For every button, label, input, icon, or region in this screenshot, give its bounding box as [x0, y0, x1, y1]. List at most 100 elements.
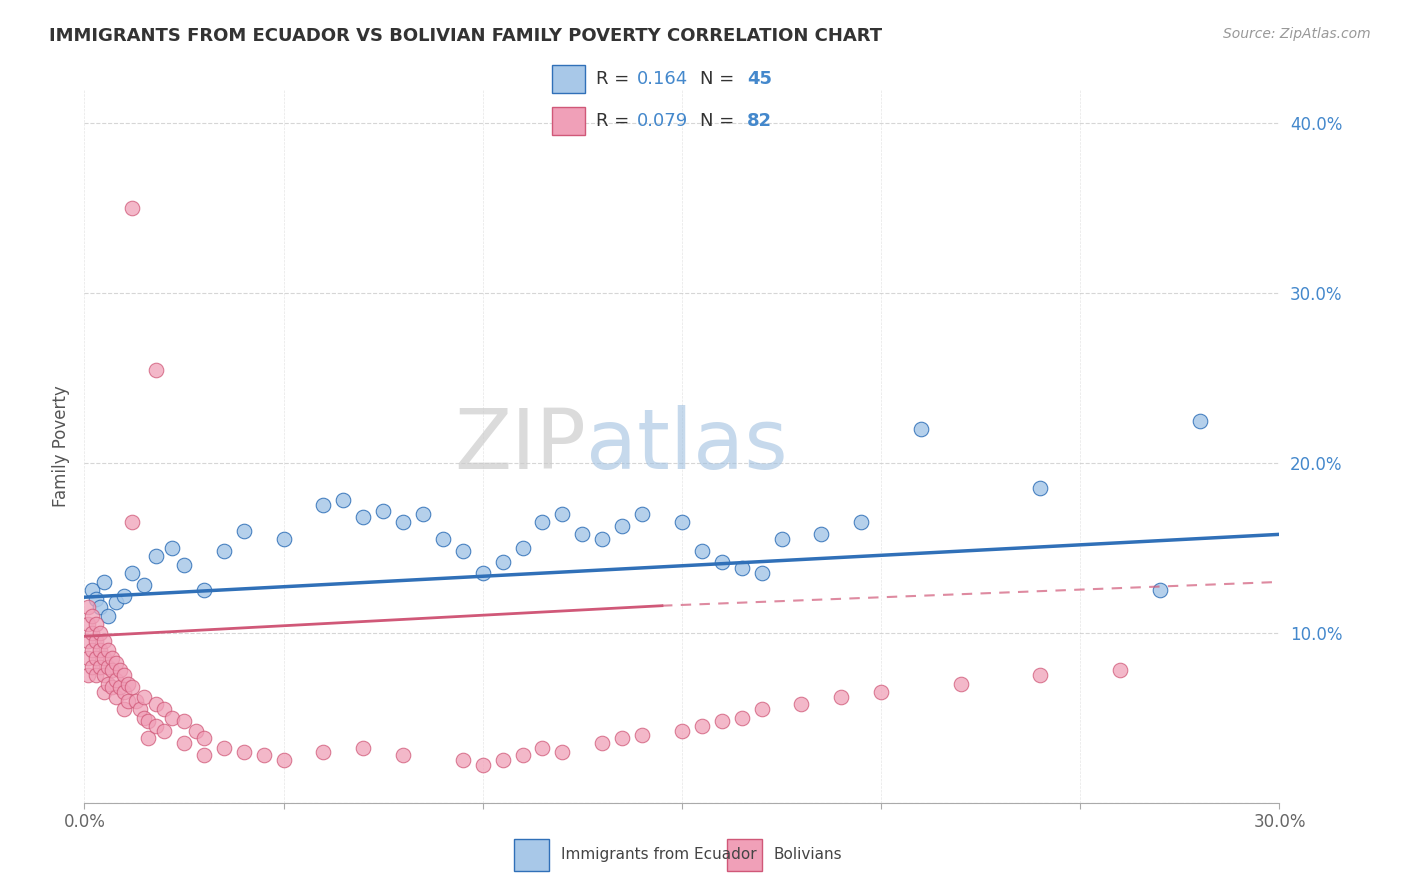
Point	[97, 643, 120, 657]
Point	[571, 527, 593, 541]
Point	[790, 698, 813, 712]
Point	[531, 516, 554, 530]
Point	[132, 690, 156, 705]
Point	[253, 748, 276, 763]
Point	[105, 690, 128, 705]
Point	[89, 643, 111, 657]
Point	[1188, 413, 1211, 427]
Text: N =: N =	[700, 70, 741, 87]
Point	[471, 758, 494, 772]
Point	[101, 651, 124, 665]
Point	[312, 499, 335, 513]
Point	[412, 507, 434, 521]
Point	[112, 589, 135, 603]
Point	[184, 724, 207, 739]
Point	[273, 753, 295, 767]
Point	[451, 753, 474, 767]
Point	[121, 516, 143, 530]
Point	[117, 694, 139, 708]
Point	[710, 714, 733, 729]
Point	[82, 608, 104, 623]
Point	[810, 527, 832, 541]
Bar	[727, 839, 762, 871]
Point	[591, 736, 613, 750]
Point	[93, 668, 115, 682]
Point	[392, 748, 415, 763]
Text: Source: ZipAtlas.com: Source: ZipAtlas.com	[1223, 27, 1371, 41]
Point	[101, 680, 124, 694]
Point	[551, 745, 574, 759]
Point	[173, 558, 195, 572]
Point	[110, 680, 132, 694]
Point	[193, 731, 215, 746]
Text: IMMIGRANTS FROM ECUADOR VS BOLIVIAN FAMILY POVERTY CORRELATION CHART: IMMIGRANTS FROM ECUADOR VS BOLIVIAN FAMI…	[49, 27, 883, 45]
Point	[145, 719, 167, 733]
Point	[612, 519, 634, 533]
Text: 0.164: 0.164	[637, 70, 689, 87]
Point	[82, 643, 104, 657]
Point	[512, 541, 534, 555]
Point	[145, 549, 167, 564]
Bar	[553, 107, 585, 135]
Point	[145, 362, 167, 376]
Point	[851, 516, 873, 530]
Point	[153, 702, 176, 716]
Point	[136, 731, 159, 746]
Point	[89, 600, 111, 615]
Point	[770, 533, 793, 547]
Text: ZIP: ZIP	[454, 406, 586, 486]
Point	[136, 714, 159, 729]
Point	[77, 634, 100, 648]
Point	[690, 719, 713, 733]
Point	[731, 561, 754, 575]
Point	[1029, 482, 1052, 496]
Point	[105, 595, 128, 609]
Point	[631, 728, 654, 742]
Point	[132, 578, 156, 592]
Point	[591, 533, 613, 547]
Point	[631, 507, 654, 521]
Point	[129, 702, 152, 716]
Point	[112, 685, 135, 699]
Point	[77, 617, 100, 632]
Point	[93, 651, 115, 665]
Point	[110, 663, 132, 677]
Point	[710, 555, 733, 569]
Point	[132, 711, 156, 725]
Point	[273, 533, 295, 547]
Point	[160, 541, 183, 555]
Point	[86, 668, 108, 682]
Point	[352, 741, 374, 756]
Text: 45: 45	[747, 70, 772, 87]
Text: N =: N =	[700, 112, 741, 130]
Point	[105, 657, 128, 671]
Point	[121, 566, 143, 581]
Text: R =: R =	[596, 112, 636, 130]
Point	[1109, 663, 1132, 677]
Text: R =: R =	[596, 70, 636, 87]
Text: 82: 82	[747, 112, 772, 130]
Point	[392, 516, 415, 530]
Point	[82, 626, 104, 640]
Bar	[515, 839, 550, 871]
Point	[153, 724, 176, 739]
Text: Bolivians: Bolivians	[773, 847, 842, 862]
Point	[77, 600, 100, 615]
Point	[173, 714, 195, 729]
Point	[471, 566, 494, 581]
Text: atlas: atlas	[586, 406, 787, 486]
Point	[160, 711, 183, 725]
Point	[531, 741, 554, 756]
Point	[492, 753, 515, 767]
Point	[97, 660, 120, 674]
Point	[82, 660, 104, 674]
Point	[1029, 668, 1052, 682]
Point	[89, 660, 111, 674]
Point	[145, 698, 167, 712]
Point	[86, 651, 108, 665]
Point	[1149, 583, 1171, 598]
Point	[671, 516, 693, 530]
Point	[232, 524, 254, 538]
Point	[93, 574, 115, 589]
Text: Immigrants from Ecuador: Immigrants from Ecuador	[561, 847, 756, 862]
